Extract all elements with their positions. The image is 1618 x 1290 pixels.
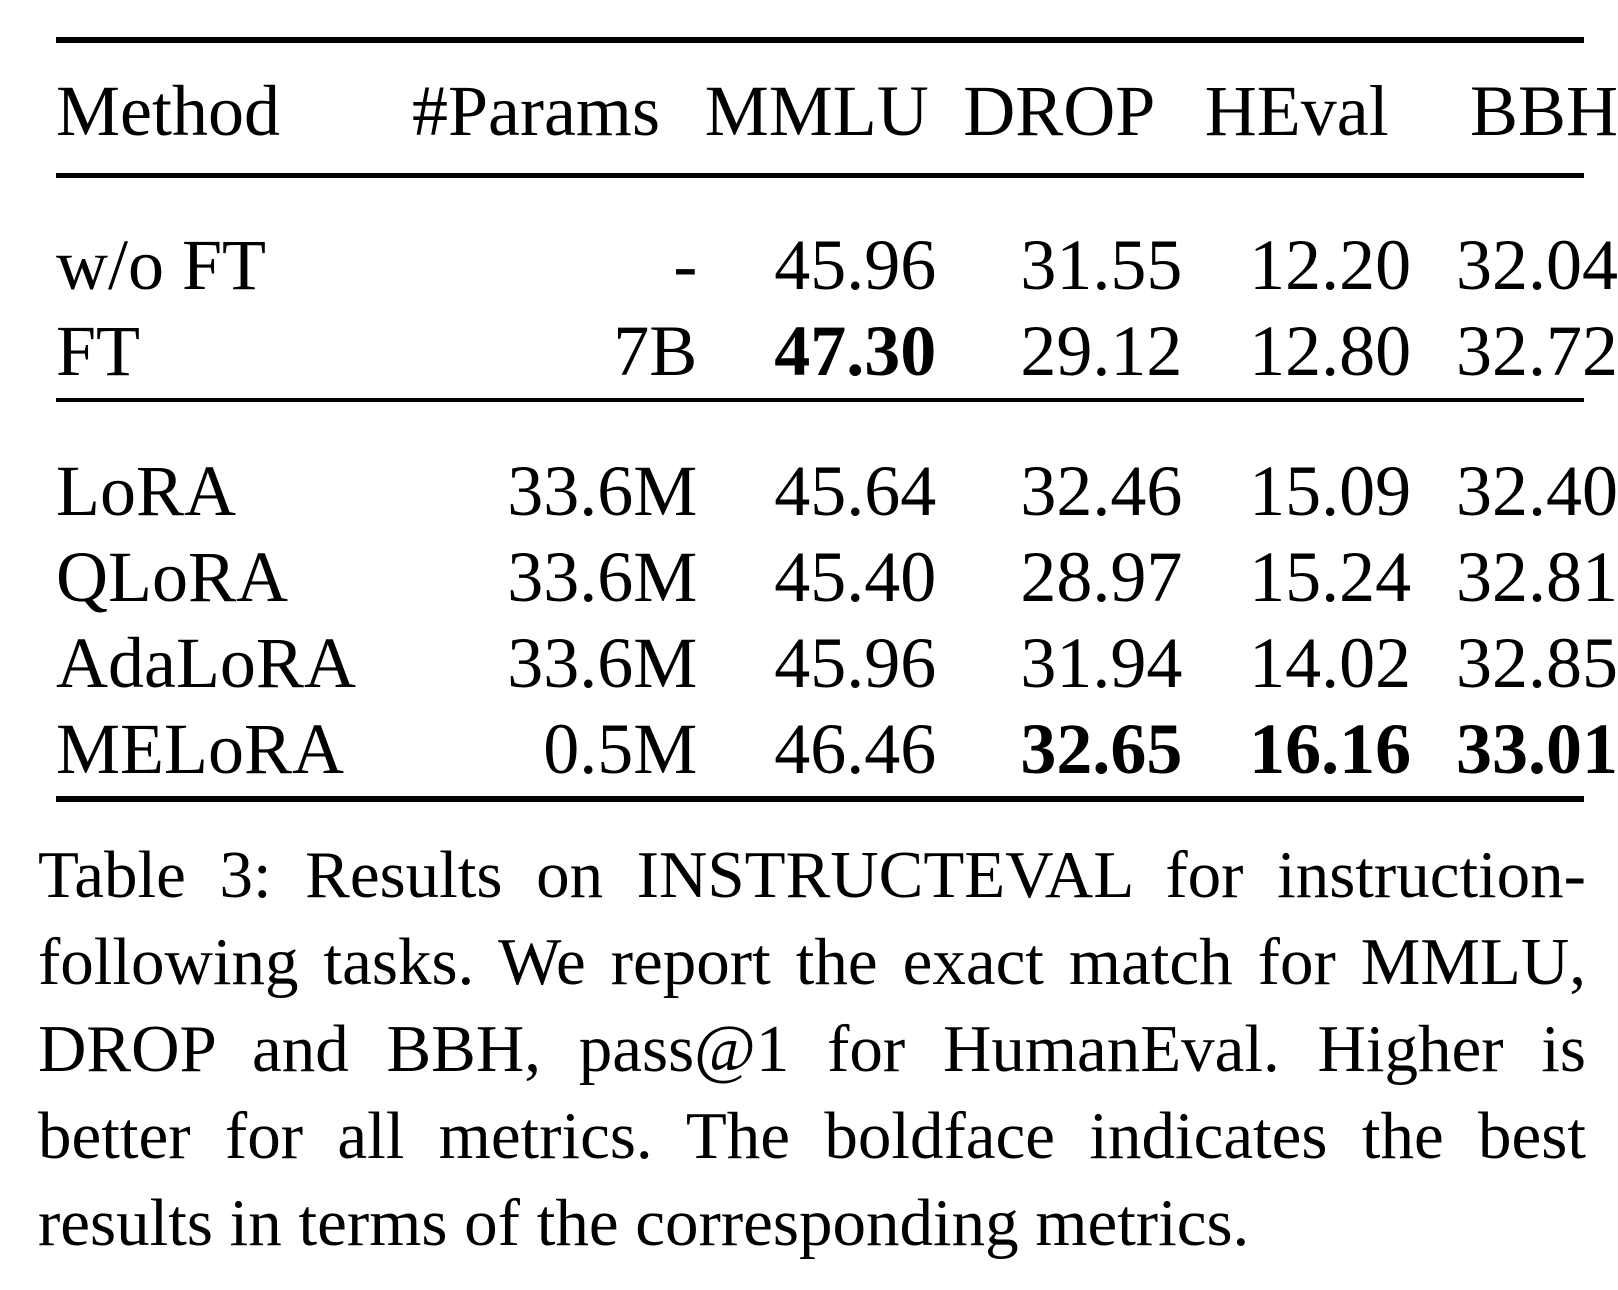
table-row: QLoRA 33.6M 45.40 28.97 15.24 32.81 — [56, 534, 1618, 620]
cell-mmlu-best: 47.30 — [774, 311, 937, 391]
cell-params: 33.6M — [507, 451, 698, 531]
cell-bbh: 32.40 — [1456, 451, 1618, 531]
cell-heval: 15.24 — [1249, 537, 1412, 617]
cell-method: w/o FT — [56, 225, 267, 305]
cell-bbh-best: 33.01 — [1456, 709, 1618, 789]
table-row: MELoRA 0.5M 46.46 32.65 16.16 33.01 — [56, 706, 1618, 792]
cell-heval: 14.02 — [1249, 623, 1412, 703]
header-bbh: BBH — [1469, 71, 1618, 151]
cell-bbh: 32.04 — [1456, 225, 1618, 305]
results-table: Method #Params MMLU DROP HEval BBH w/o F… — [56, 0, 1618, 792]
cell-drop: 29.12 — [1020, 311, 1183, 391]
header-mmlu: MMLU — [704, 71, 929, 151]
cell-drop-best: 32.65 — [1020, 709, 1183, 789]
table-header-row: Method #Params MMLU DROP HEval BBH — [56, 68, 1618, 154]
cell-params: 0.5M — [543, 709, 698, 789]
cell-heval: 15.09 — [1249, 451, 1412, 531]
cell-drop: 31.94 — [1020, 623, 1183, 703]
cell-heval-best: 16.16 — [1249, 709, 1412, 789]
cell-method: LoRA — [56, 451, 236, 531]
cell-mmlu: 45.64 — [774, 451, 937, 531]
table-bottom-rule — [56, 796, 1584, 802]
cell-method: MELoRA — [56, 709, 344, 789]
table-row: AdaLoRA 33.6M 45.96 31.94 14.02 32.85 — [56, 620, 1618, 706]
cell-mmlu: 46.46 — [774, 709, 937, 789]
cell-drop: 31.55 — [1020, 225, 1183, 305]
table-row: w/o FT - 45.96 31.55 12.20 32.04 — [56, 222, 1618, 308]
header-method: Method — [56, 71, 280, 151]
cell-heval: 12.80 — [1249, 311, 1412, 391]
cell-method: AdaLoRA — [56, 623, 356, 703]
table-row: LoRA 33.6M 45.64 32.46 15.09 32.40 — [56, 448, 1618, 534]
header-drop: DROP — [963, 71, 1156, 151]
cell-heval: 12.20 — [1249, 225, 1412, 305]
header-heval: HEval — [1204, 71, 1389, 151]
table-top-rule — [56, 37, 1584, 43]
table-row: FT 7B 47.30 29.12 12.80 32.72 — [56, 308, 1618, 394]
cell-bbh: 32.85 — [1456, 623, 1618, 703]
cell-bbh: 32.72 — [1456, 311, 1618, 391]
cell-params: 33.6M — [507, 623, 698, 703]
cell-method: FT — [56, 311, 141, 391]
cell-drop: 28.97 — [1020, 537, 1183, 617]
cell-method: QLoRA — [56, 537, 288, 617]
cell-params: 33.6M — [507, 537, 698, 617]
table-group-rule — [56, 398, 1584, 402]
cell-mmlu: 45.96 — [774, 225, 937, 305]
cell-params: - — [673, 225, 698, 305]
cell-mmlu: 45.96 — [774, 623, 937, 703]
table-caption: Table 3: Results on INSTRUCTEVAL for ins… — [38, 838, 1586, 1260]
cell-params: 7B — [613, 311, 698, 391]
table-header-rule — [56, 173, 1584, 178]
header-params: #Params — [412, 71, 660, 151]
cell-bbh: 32.81 — [1456, 537, 1618, 617]
cell-mmlu: 45.40 — [774, 537, 937, 617]
cell-drop: 32.46 — [1020, 451, 1183, 531]
